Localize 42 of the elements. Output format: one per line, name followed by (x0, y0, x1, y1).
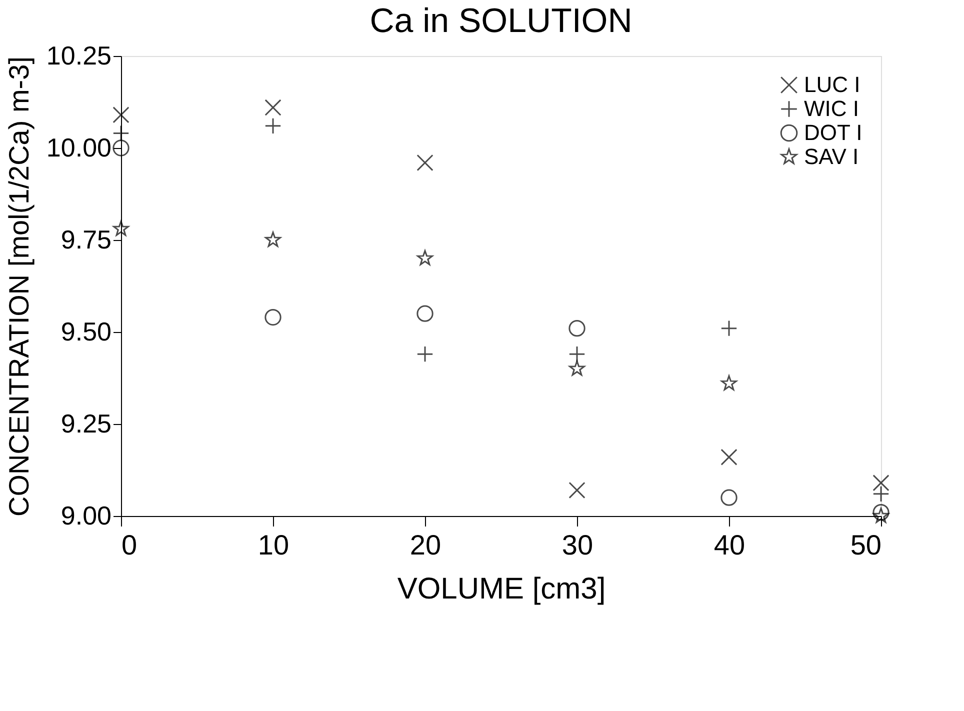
point (264, 99, 282, 116)
y-tick-label: 9.50 (60, 316, 112, 346)
y-tick-label: 9.00 (60, 500, 112, 530)
point (112, 140, 130, 156)
chart-title: Ca in SOLUTION (370, 2, 632, 40)
point (264, 118, 282, 134)
x-axis-title: VOLUME [cm3] (397, 572, 606, 606)
y-tick-label: 9.75 (60, 224, 112, 254)
legend-label: WIC I (804, 96, 859, 121)
x-tick-label: 0 (122, 530, 138, 560)
point (720, 448, 738, 466)
point (568, 320, 586, 337)
point (417, 250, 433, 266)
legend-label: SAV I (804, 144, 859, 169)
y-tick-label: 10.00 (46, 132, 112, 162)
point (872, 504, 890, 521)
x-tick-label: 40 (714, 530, 746, 560)
point (568, 482, 586, 499)
point (416, 154, 434, 172)
point (112, 106, 130, 124)
point (872, 486, 890, 502)
point (113, 220, 129, 236)
x-tick-label: 10 (258, 530, 290, 560)
x-tick-label: 20 (410, 530, 442, 560)
point (873, 508, 889, 523)
point (264, 308, 282, 326)
x-tick-label: 50 (850, 530, 882, 560)
point (721, 375, 737, 390)
point (416, 346, 434, 362)
y-tick-label: 10.25 (46, 40, 112, 70)
point (720, 320, 738, 337)
y-axis-title: CONCENTRATION [mol(1/2Ca) m-3] (3, 56, 34, 516)
point (416, 305, 434, 322)
point (568, 346, 586, 362)
y-tick-label: 9.25 (60, 408, 112, 438)
point (265, 232, 281, 247)
point (872, 474, 890, 492)
legend-label: LUC I (804, 72, 860, 97)
point (569, 360, 585, 376)
legend-label: DOT I (804, 120, 862, 145)
point (720, 489, 738, 506)
x-tick-label: 30 (562, 530, 594, 560)
